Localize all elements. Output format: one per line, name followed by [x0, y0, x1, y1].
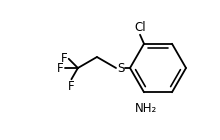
Text: F: F	[68, 80, 75, 93]
Text: Cl: Cl	[134, 21, 146, 34]
Text: NH₂: NH₂	[135, 102, 157, 115]
Text: F: F	[57, 61, 64, 74]
Text: F: F	[61, 52, 68, 65]
Text: S: S	[117, 61, 125, 74]
